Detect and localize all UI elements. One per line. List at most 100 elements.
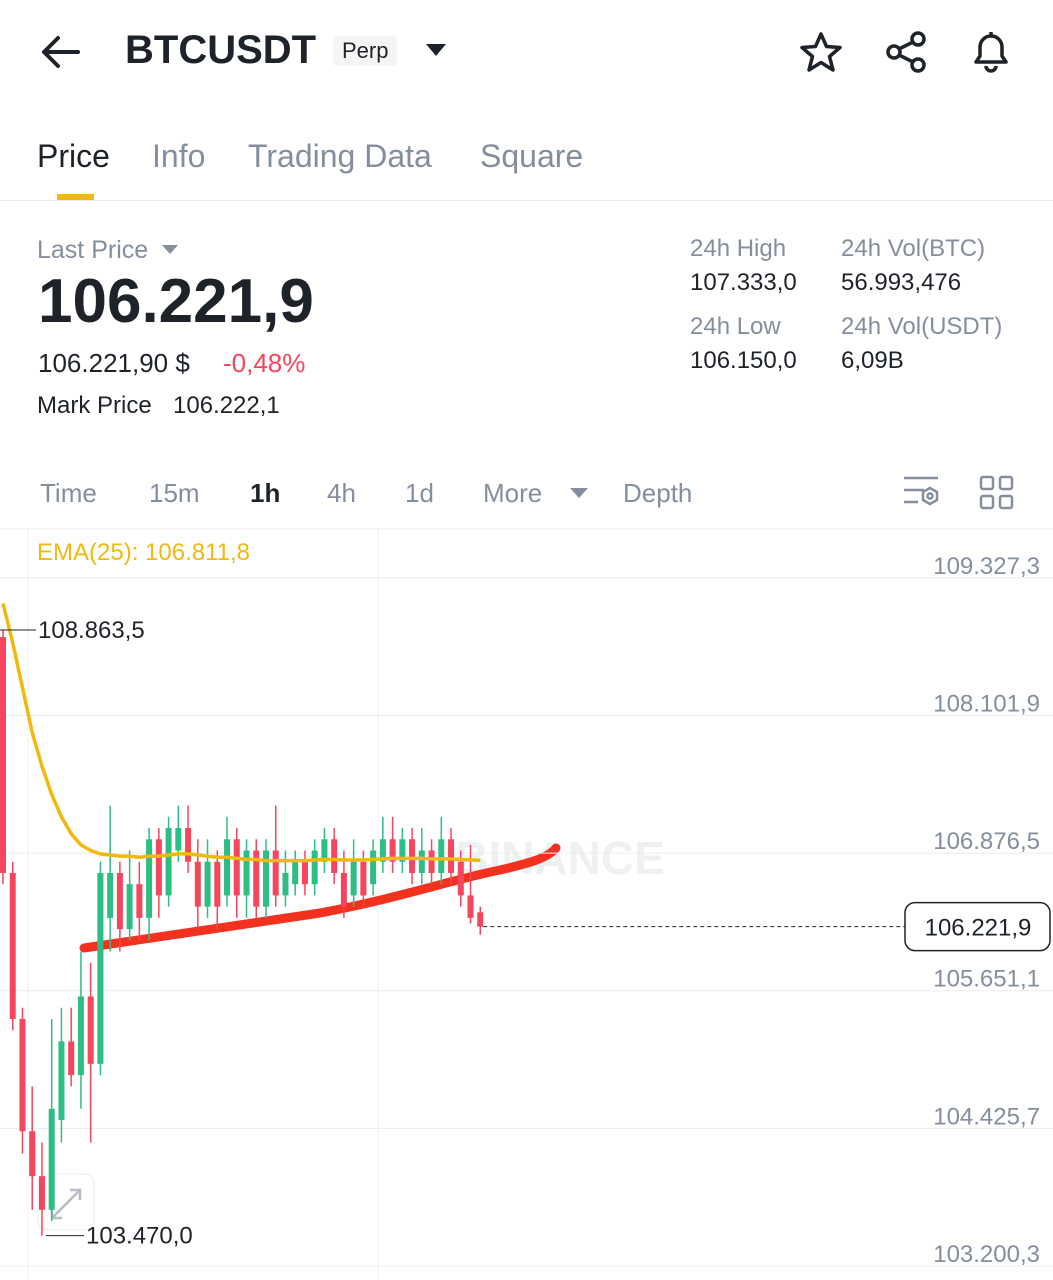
candle-body xyxy=(194,861,201,907)
stat-label: 24h Low xyxy=(690,313,781,340)
chart: BINANCE EMA(25): 106.811,8 109.327,3108.… xyxy=(0,528,1053,1280)
back-button[interactable] xyxy=(38,32,82,72)
candle-body xyxy=(48,1108,55,1210)
candle-body xyxy=(107,872,114,918)
candle-body xyxy=(165,828,172,896)
candle-body xyxy=(155,839,162,896)
candle-body xyxy=(321,839,328,862)
candle-body xyxy=(19,1018,26,1132)
stat-value: 56.993,476 xyxy=(841,269,962,296)
interval[interactable]: 4h xyxy=(327,478,356,508)
symbol[interactable]: BTCUSDT xyxy=(125,28,317,72)
interval[interactable]: 1h xyxy=(250,478,281,508)
ema-label: EMA(25): 106.811,8 xyxy=(37,539,250,566)
candle-body xyxy=(136,884,143,918)
symbol-dropdown[interactable] xyxy=(424,42,448,58)
candle-body xyxy=(175,828,182,851)
candle-body xyxy=(38,1176,45,1210)
candle-body xyxy=(370,850,377,885)
candle-body xyxy=(224,839,231,896)
candle-body xyxy=(292,861,299,885)
badge: Perp xyxy=(333,36,398,66)
tab[interactable]: Info xyxy=(152,138,206,174)
stat-value: 6,09B xyxy=(841,347,904,374)
ema-line xyxy=(1,603,481,863)
tab-indicator xyxy=(57,194,94,200)
candle-body xyxy=(379,839,386,862)
stat-value: 107.333,0 xyxy=(690,269,797,296)
candle-body xyxy=(116,872,123,930)
tab[interactable]: Trading Data xyxy=(248,138,432,174)
share-icon[interactable] xyxy=(884,30,930,74)
tab[interactable]: Price xyxy=(37,138,110,174)
favorite-icon[interactable] xyxy=(798,30,844,74)
candle-body xyxy=(214,861,221,907)
caret xyxy=(570,488,588,498)
candle-body xyxy=(340,872,347,907)
candle-body xyxy=(311,850,318,885)
layout-icon[interactable] xyxy=(978,474,1016,512)
candle-body xyxy=(399,839,406,862)
usd-price: 106.221,90 $ xyxy=(38,348,190,378)
interval[interactable]: Time xyxy=(40,478,97,508)
candle-body xyxy=(331,839,338,873)
price-change: -0,48% xyxy=(223,348,306,378)
interval[interactable]: 1d xyxy=(405,478,434,508)
candle-body xyxy=(360,861,367,896)
candle-body xyxy=(448,839,455,873)
price-tag xyxy=(904,901,1051,952)
candle-body xyxy=(243,850,250,896)
indicator-settings[interactable] xyxy=(902,474,942,512)
caret xyxy=(162,245,178,254)
interval[interactable]: Depth xyxy=(623,478,693,508)
y-tick-label: 108.101,9 xyxy=(933,691,1040,718)
y-tick-label: 109.327,3 xyxy=(933,553,1040,580)
y-tick-label: 105.651,1 xyxy=(933,966,1040,993)
price-tag-label: 106.221,9 xyxy=(925,915,1032,942)
mark-price-label: Mark Price xyxy=(37,392,152,419)
candle-body xyxy=(467,895,474,918)
y-tick-label: 103.200,3 xyxy=(933,1241,1040,1268)
stat-label: 24h High xyxy=(690,235,787,262)
divider xyxy=(0,200,1053,201)
candle-body xyxy=(409,839,416,873)
stat-label: 24h Vol(USDT) xyxy=(841,313,1003,340)
candle-body xyxy=(262,850,269,907)
candle-body xyxy=(126,884,133,930)
high-marker-label: 108.863,5 xyxy=(38,617,145,644)
candle-body xyxy=(350,861,357,896)
candle-body xyxy=(418,850,425,873)
hand-drawn-annotation xyxy=(79,843,561,953)
candle-body xyxy=(146,839,153,918)
candle-body xyxy=(185,828,192,862)
candle-body xyxy=(0,637,6,873)
stat-value: 106.150,0 xyxy=(690,347,797,374)
candle-body xyxy=(233,839,240,896)
candle-body xyxy=(9,872,16,1019)
tab[interactable]: Square xyxy=(480,138,584,174)
candle-body xyxy=(477,912,484,927)
low-marker-label: 103.470,0 xyxy=(86,1223,193,1250)
y-tick-label: 104.425,7 xyxy=(933,1103,1040,1130)
candle-body xyxy=(97,872,104,1064)
candle-body xyxy=(282,872,289,896)
stat-label: 24h Vol(BTC) xyxy=(841,235,986,262)
candle-body xyxy=(87,996,94,1064)
mark-price: 106.222,1 xyxy=(173,392,280,419)
candle-body xyxy=(301,861,308,885)
last-price-label[interactable]: Last Price xyxy=(37,236,149,264)
candle-body xyxy=(272,850,279,896)
interval[interactable]: More xyxy=(483,478,543,508)
y-tick-label: 106.876,5 xyxy=(933,828,1040,855)
interval[interactable]: 15m xyxy=(149,478,200,508)
candle-body xyxy=(58,1041,65,1120)
candle-body xyxy=(29,1131,36,1177)
last-price: 106.221,9 xyxy=(38,267,314,336)
candle-body xyxy=(457,861,464,896)
candle-body xyxy=(389,839,396,862)
alert-icon[interactable] xyxy=(968,28,1014,74)
candle-body xyxy=(438,839,445,873)
expand-button[interactable] xyxy=(37,1173,95,1231)
candle-body xyxy=(253,850,260,907)
